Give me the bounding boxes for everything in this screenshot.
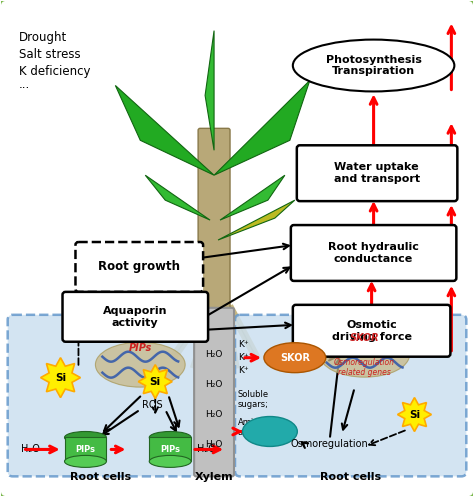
Polygon shape <box>115 85 214 175</box>
Ellipse shape <box>320 332 410 377</box>
Text: H₂O: H₂O <box>197 444 216 454</box>
Polygon shape <box>220 175 285 220</box>
Ellipse shape <box>293 40 455 91</box>
Text: Root hydraulic
conductance: Root hydraulic conductance <box>328 242 419 264</box>
FancyBboxPatch shape <box>63 292 208 342</box>
Ellipse shape <box>264 343 326 373</box>
FancyBboxPatch shape <box>235 315 466 476</box>
Text: Osmotic
driving force: Osmotic driving force <box>332 320 411 341</box>
Ellipse shape <box>243 416 297 446</box>
FancyBboxPatch shape <box>291 225 456 281</box>
Ellipse shape <box>149 431 191 443</box>
Text: K⁺: K⁺ <box>238 366 249 375</box>
Text: Amino
acids: Amino acids <box>238 417 265 437</box>
FancyBboxPatch shape <box>194 308 234 476</box>
Text: H₂O: H₂O <box>205 380 223 389</box>
Text: ROS: ROS <box>142 400 163 410</box>
Text: Water uptake
and transport: Water uptake and transport <box>334 163 419 184</box>
Text: Drought
Salt stress
K deficiency
···: Drought Salt stress K deficiency ··· <box>18 31 90 94</box>
Text: PIPs: PIPs <box>75 445 95 454</box>
Text: H₂O: H₂O <box>205 350 223 359</box>
Text: SKOR: SKOR <box>280 353 310 363</box>
Text: K⁺: K⁺ <box>238 353 249 362</box>
Text: Osmoregulation
related genes: Osmoregulation related genes <box>334 358 395 377</box>
Polygon shape <box>214 81 310 175</box>
FancyBboxPatch shape <box>297 145 457 201</box>
Text: H₂O: H₂O <box>205 410 223 419</box>
Polygon shape <box>41 358 81 398</box>
Polygon shape <box>145 175 210 220</box>
Text: Osmoregulation: Osmoregulation <box>291 439 369 449</box>
Text: Root cells: Root cells <box>320 472 381 483</box>
Text: H₂O: H₂O <box>205 440 223 449</box>
Ellipse shape <box>95 342 185 387</box>
Text: Si: Si <box>409 410 420 419</box>
Text: Root growth: Root growth <box>98 260 180 273</box>
Text: Photosynthesis
Transpiration: Photosynthesis Transpiration <box>326 55 421 77</box>
FancyBboxPatch shape <box>198 128 230 312</box>
Ellipse shape <box>149 455 191 467</box>
Polygon shape <box>205 31 214 150</box>
FancyBboxPatch shape <box>293 305 450 357</box>
Text: PIPs: PIPs <box>160 445 180 454</box>
FancyBboxPatch shape <box>75 242 203 292</box>
Polygon shape <box>218 200 295 240</box>
Ellipse shape <box>64 455 106 467</box>
Text: PIPs: PIPs <box>128 343 152 353</box>
Polygon shape <box>398 398 431 431</box>
FancyBboxPatch shape <box>149 437 191 461</box>
FancyBboxPatch shape <box>64 437 106 461</box>
Text: K⁺: K⁺ <box>312 353 322 362</box>
Ellipse shape <box>64 431 106 443</box>
Text: Xylem: Xylem <box>195 472 233 483</box>
Text: Aquaporin
activity: Aquaporin activity <box>103 306 167 328</box>
Text: K⁺: K⁺ <box>238 340 249 349</box>
Text: H₂O: H₂O <box>21 444 39 454</box>
Text: Si: Si <box>55 373 66 383</box>
FancyBboxPatch shape <box>8 315 195 476</box>
Text: SKOR: SKOR <box>350 333 380 343</box>
Text: Soluble
sugars;: Soluble sugars; <box>238 390 269 409</box>
Polygon shape <box>138 365 172 399</box>
Text: Si: Si <box>150 377 161 387</box>
Text: Root cells: Root cells <box>70 472 131 483</box>
